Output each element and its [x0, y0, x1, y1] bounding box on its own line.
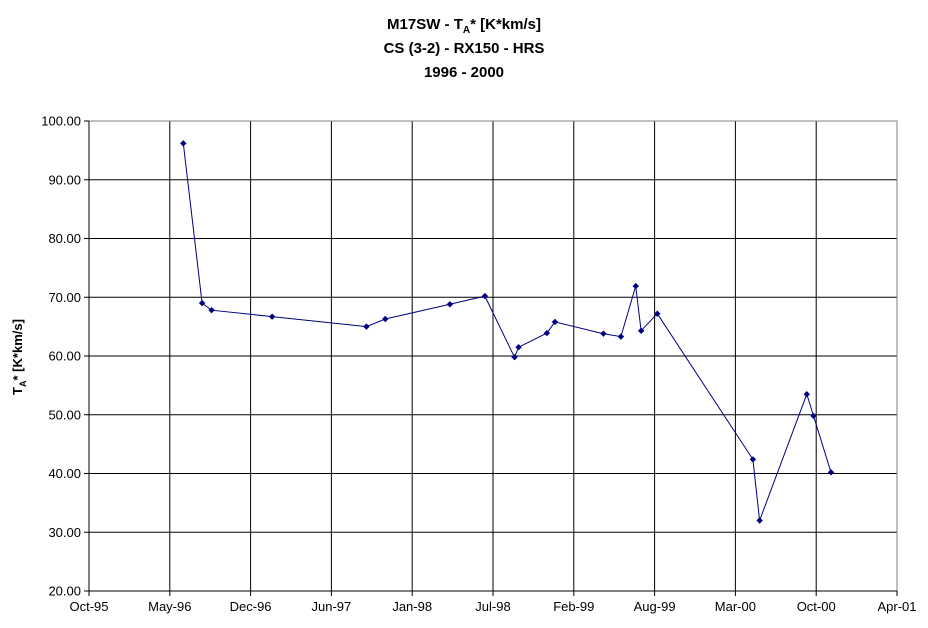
data-point [481, 292, 489, 300]
data-point [180, 140, 187, 147]
data-point [543, 329, 551, 337]
y-tick-label: 50.00 [48, 407, 81, 422]
y-tick-label: 40.00 [48, 466, 81, 481]
data-point [810, 412, 817, 420]
x-tick-label: Jun-97 [312, 599, 352, 614]
chart-title: M17SW - TA* [K*km/s] CS (3-2) - RX150 - … [384, 16, 545, 81]
data-point [749, 456, 757, 463]
chart-title-line-1: M17SW - TA* [K*km/s] [387, 16, 541, 36]
x-tick-label: Apr-01 [877, 599, 916, 614]
data-point [551, 318, 559, 326]
data-point [208, 306, 215, 314]
data-point [654, 310, 661, 317]
x-tick-label: Mar-00 [715, 599, 756, 614]
data-point [446, 301, 454, 308]
y-axis-label: TA* [K*km/s] [10, 319, 28, 395]
x-tick-label: May-96 [148, 599, 191, 614]
x-tick-label: Dec-96 [230, 599, 272, 614]
data-point [511, 353, 518, 361]
data-points [180, 140, 835, 524]
x-tick-label: Oct-95 [69, 599, 108, 614]
data-point [632, 282, 639, 290]
data-point [198, 299, 206, 307]
y-tick-label: 30.00 [48, 525, 81, 540]
x-tick-label: Aug-99 [634, 599, 676, 614]
data-point [268, 313, 276, 320]
y-tick-label: 60.00 [48, 349, 81, 364]
data-point [617, 333, 625, 340]
chart-title-line-3: 1996 - 2000 [424, 64, 504, 81]
x-tick-label: Oct-00 [797, 599, 836, 614]
data-point [756, 517, 763, 524]
series-line [182, 143, 832, 521]
x-tick-label: Jan-98 [392, 599, 432, 614]
grid [89, 121, 897, 591]
x-tick-label: Jul-98 [475, 599, 510, 614]
y-tick-label: 70.00 [48, 290, 81, 305]
data-point [382, 315, 389, 323]
y-axis: 20.00 30.00 40.00 50.00 60.00 70.00 80.00 90.00… [41, 114, 90, 599]
y-tick-label: 100.00 [41, 114, 81, 129]
data-point [803, 390, 810, 398]
data-point [637, 327, 645, 334]
y-tick-label: 80.00 [48, 231, 81, 246]
x-axis: Oct-95 May-96 Dec-96 Jun-97 Jan-98 Jul-98 Feb-… [69, 590, 917, 614]
chart-title-line-2: CS (3-2) - RX150 - HRS [384, 40, 545, 57]
data-point [600, 330, 607, 337]
y-tick-label: 90.00 [48, 172, 81, 187]
y-tick-label: 20.00 [48, 584, 81, 599]
x-tick-label: Feb-99 [553, 599, 594, 614]
data-point [827, 469, 835, 476]
data-point [363, 323, 370, 330]
data-point [515, 343, 522, 351]
